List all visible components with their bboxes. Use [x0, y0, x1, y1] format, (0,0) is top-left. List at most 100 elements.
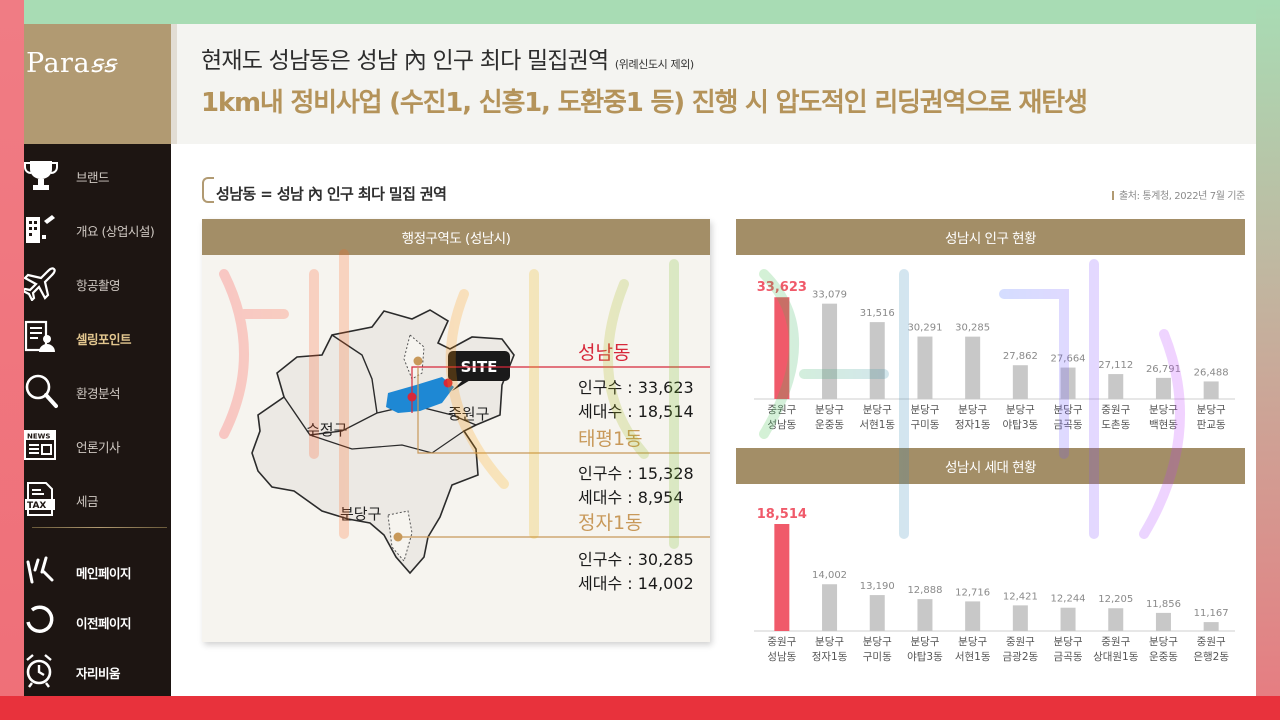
logo-box[interactable]: Paraꞩꞩ — [24, 24, 171, 144]
sidebar-item-label: 셀링포인트 — [76, 332, 132, 347]
bar-1-6 — [1060, 607, 1076, 631]
sidebar-item-tax[interactable]: TAX 세금 — [24, 472, 171, 526]
bar-0-0 — [774, 297, 790, 399]
bar-1-4 — [965, 601, 981, 631]
category-label-0-5-0: 분당구 — [1006, 404, 1035, 416]
value-label-0-0: 33,623 — [757, 280, 807, 295]
category-label-1-8-0: 분당구 — [1149, 636, 1178, 648]
value-label-1-3: 12,888 — [907, 585, 942, 596]
category-label-0-1-0: 분당구 — [815, 404, 844, 416]
value-label-1-8: 11,856 — [1146, 599, 1181, 610]
frame-right — [1256, 0, 1280, 720]
population-chart-panel: 성남시 인구 현황 33,623 중원구 성남동 33,079 분당구 운중동 31,516… — [736, 219, 1245, 441]
bar-0-7 — [1108, 374, 1124, 399]
sidebar-item-selling-point[interactable]: 셀링포인트 — [24, 310, 171, 364]
value-label-0-6: 27,664 — [1051, 354, 1086, 365]
page-title-main: 현재도 성남동은 성남 內 인구 최다 밀집권역 — [201, 48, 609, 74]
sidebar-item-main-page[interactable]: 메인페이지 — [24, 546, 171, 596]
value-label-1-5: 12,421 — [1003, 591, 1038, 602]
magnifier-icon — [25, 374, 58, 408]
value-label-0-7: 27,112 — [1098, 360, 1133, 371]
area-pop-jeongja1-dong: 인구수 : 30,285 — [578, 550, 694, 569]
category-label-0-0-0: 중원구 — [767, 404, 796, 416]
category-label-1-0-0: 중원구 — [767, 636, 796, 648]
bar-0-5 — [1012, 365, 1028, 399]
sidebar-item-label: 언론기사 — [76, 440, 121, 455]
sidebar-item-news[interactable]: NEWS 언론기사 — [24, 418, 171, 472]
value-label-0-3: 30,291 — [907, 323, 942, 334]
section-bracket — [202, 177, 214, 203]
category-label-0-7-1: 도촌동 — [1101, 419, 1130, 431]
category-label-0-6-1: 금곡동 — [1054, 419, 1083, 431]
bar-1-3 — [917, 599, 933, 631]
category-label-0-8-0: 분당구 — [1149, 404, 1178, 416]
sidebar-item-label: 브랜드 — [76, 170, 110, 185]
value-label-0-9: 26,488 — [1194, 367, 1229, 378]
category-label-1-6-0: 분당구 — [1054, 636, 1083, 648]
value-label-1-9: 11,167 — [1194, 608, 1229, 619]
bar-1-8 — [1155, 612, 1171, 631]
marker-taepyeong — [413, 356, 423, 366]
sidebar-item-brand[interactable]: 브랜드 — [24, 148, 171, 202]
sidebar-item-away[interactable]: 자리비움 — [24, 646, 171, 696]
sidebar-item-label: 메인페이지 — [76, 566, 132, 581]
info-seongnam-dong: 성남동 인구수 : 33,623 세대수 : 18,514 — [578, 342, 694, 421]
marker-seongnam-east — [443, 378, 453, 388]
category-label-1-5-0: 중원구 — [1006, 636, 1035, 648]
area-name-taepyeong1-dong: 태평1동 — [578, 428, 643, 450]
value-label-0-4: 30,285 — [955, 323, 990, 334]
tax-icon: TAX — [25, 482, 55, 516]
category-label-0-7-0: 중원구 — [1101, 404, 1130, 416]
back-icon — [26, 605, 54, 633]
sidebar-item-label: 이전페이지 — [76, 616, 132, 631]
source-note: 출처: 통계청, 2022년 7월 기준 — [1112, 187, 1245, 202]
header-accent-bar — [171, 24, 177, 144]
seongnam-map-shape — [251, 309, 515, 575]
sidebar-bottom-nav: 메인페이지 이전페이지 자리비움 — [24, 546, 171, 696]
sidebar: Paraꞩꞩ 브랜드 개요 (상업시설) 항공촬영 셀링포인트 환경 — [24, 24, 171, 696]
category-label-1-8-1: 운중동 — [1149, 651, 1178, 663]
header: 현재도 성남동은 성남 內 인구 최다 밀집권역 (위례신도시 제외) 1km내… — [171, 24, 1256, 144]
bar-1-1 — [822, 584, 838, 631]
category-label-1-2-1: 구미동 — [863, 651, 892, 663]
bar-1-2 — [869, 595, 885, 631]
category-label-0-5-1: 야탑3동 — [1003, 418, 1039, 431]
sidebar-item-aerial[interactable]: 항공촬영 — [24, 256, 171, 310]
svg-text:TAX: TAX — [27, 501, 46, 511]
bar-1-7 — [1108, 608, 1124, 631]
category-label-1-7-0: 중원구 — [1101, 636, 1130, 648]
category-label-0-3-0: 분당구 — [910, 404, 939, 416]
page-subtitle: 1km내 정비사업 (수진1, 신흥1, 도환중1 등) 진행 시 압도적인 리… — [201, 88, 1088, 118]
bar-0-4 — [965, 336, 981, 399]
home-icon — [26, 556, 54, 584]
area-name-jeongja1-dong: 정자1동 — [578, 512, 643, 534]
bar-0-3 — [917, 336, 933, 399]
info-taepyeong1-dong: 태평1동 인구수 : 15,328 세대수 : 8,954 — [578, 428, 694, 507]
bar-1-5 — [1012, 605, 1028, 631]
household-chart-panel: 성남시 세대 현황 18,514 중원구 성남동 14,002 분당구 정자1동 13,19… — [736, 448, 1245, 663]
value-label-0-1: 33,079 — [812, 290, 847, 301]
sidebar-item-overview[interactable]: 개요 (상업시설) — [24, 202, 171, 256]
sidebar-nav: 브랜드 개요 (상업시설) 항공촬영 셀링포인트 환경분석 NEWS 언론기사 — [24, 148, 171, 526]
sidebar-item-label: 자리비움 — [76, 666, 121, 681]
bar-0-8 — [1155, 377, 1171, 399]
category-label-1-9-1: 은행2동 — [1193, 651, 1229, 663]
sidebar-item-label: 개요 (상업시설) — [76, 224, 155, 239]
brand-logo-text: Para — [26, 48, 91, 79]
sidebar-item-prev-page[interactable]: 이전페이지 — [24, 596, 171, 646]
section-title: 성남동 = 성남 內 인구 최다 밀집 권역 — [216, 185, 447, 203]
document-person-icon — [24, 320, 55, 352]
category-label-1-9-0: 중원구 — [1197, 636, 1226, 648]
category-label-0-2-1: 서현1동 — [859, 419, 895, 431]
page: Paraꞩꞩ 브랜드 개요 (상업시설) 항공촬영 셀링포인트 환경 — [24, 24, 1256, 696]
category-label-1-4-0: 분당구 — [958, 636, 987, 648]
district-label-sujeong: 수정구 — [306, 421, 347, 439]
category-label-0-9-1: 판교동 — [1197, 419, 1226, 431]
info-jeongja1-dong: 정자1동 인구수 : 30,285 세대수 : 14,002 — [578, 512, 694, 593]
value-label-1-2: 13,190 — [860, 581, 895, 592]
category-label-1-6-1: 금곡동 — [1054, 651, 1083, 663]
value-label-0-5: 27,862 — [1003, 351, 1038, 362]
sidebar-item-environment[interactable]: 환경분석 — [24, 364, 171, 418]
